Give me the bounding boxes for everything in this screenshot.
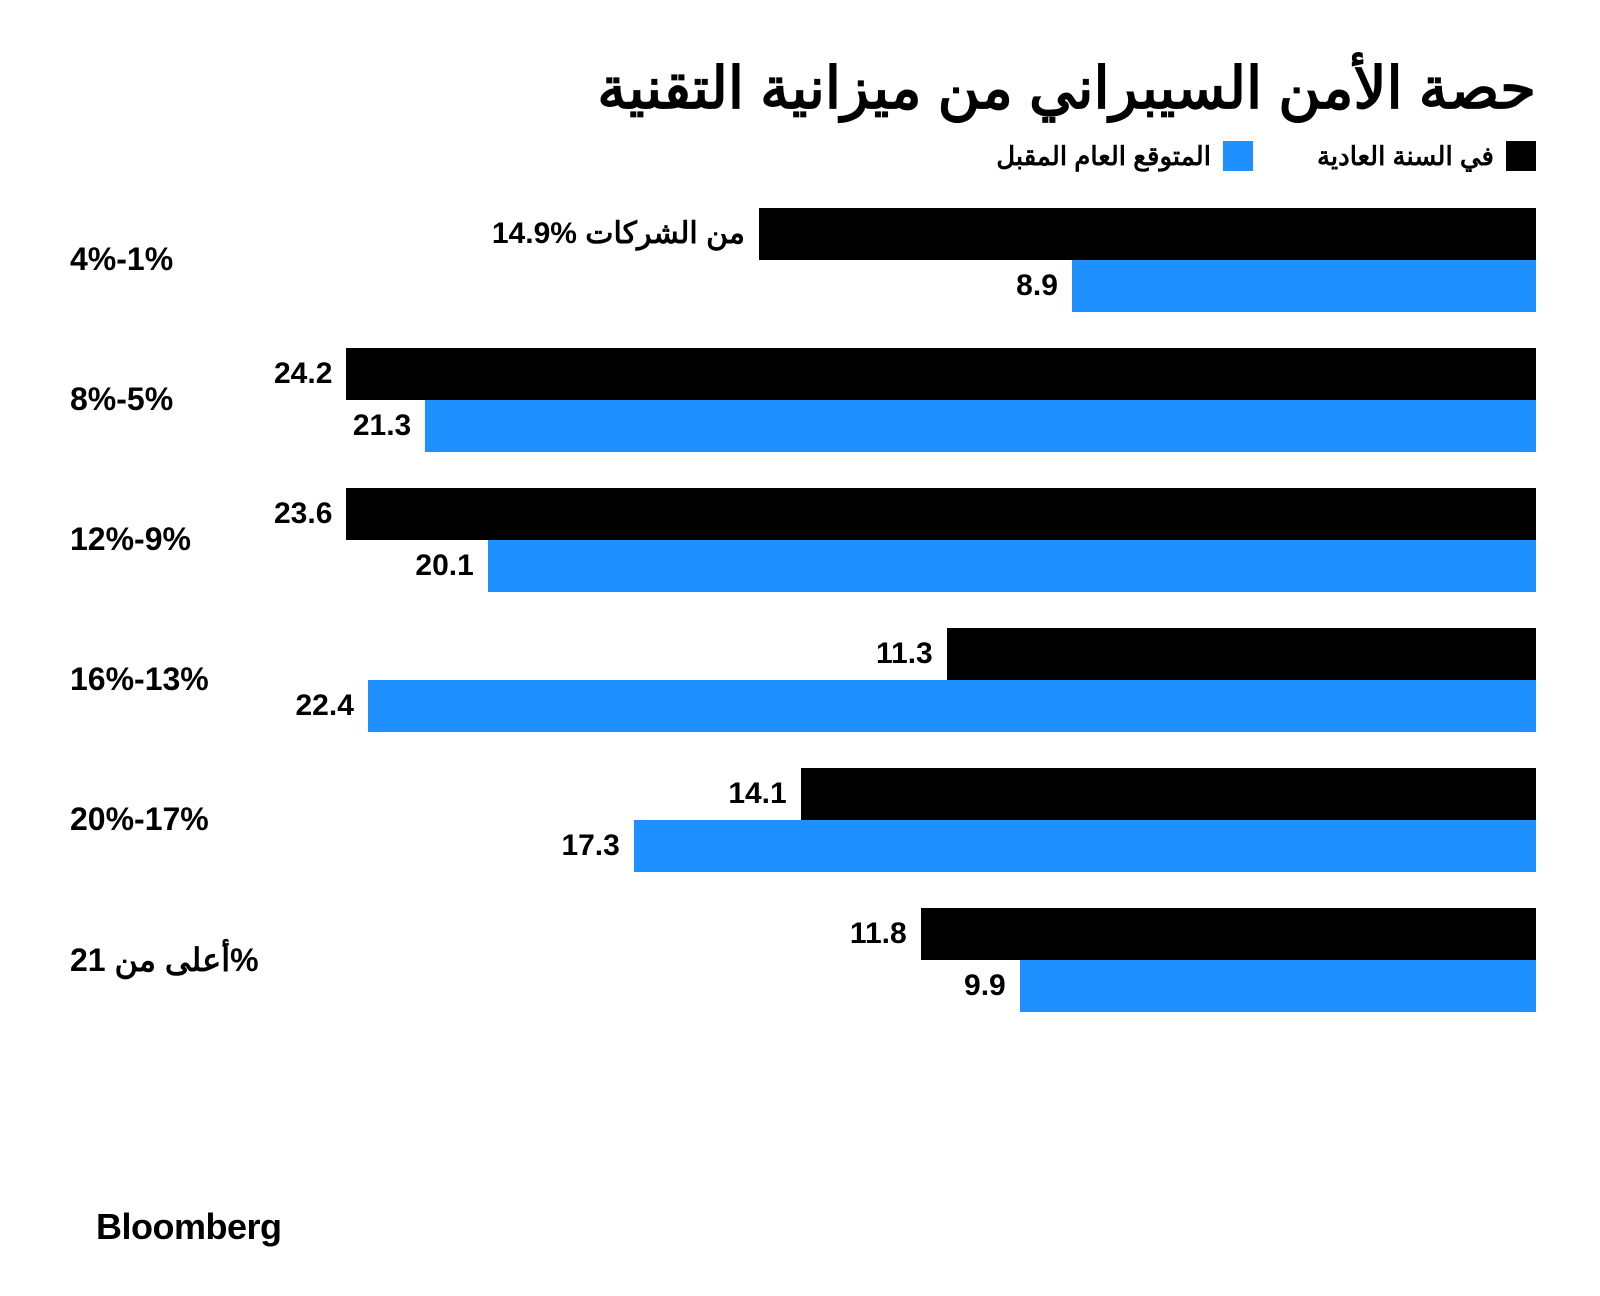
bar-value-black: 11.8 — [850, 917, 921, 951]
bar-group: 11.3 22.4 16%-13% — [64, 628, 1536, 732]
bar-value-blue: 9.9 — [964, 969, 1020, 1003]
category-label: أعلى من 21% — [64, 941, 274, 979]
bar-black — [921, 908, 1536, 960]
bar-value-black: 14.1 — [728, 777, 800, 811]
bar-group: 14.9% من الشركات 8.9 4%-1% — [64, 208, 1536, 312]
bar-pair: 11.8 9.9 — [274, 908, 1536, 1012]
bar-group: 11.8 9.9 أعلى من 21% — [64, 908, 1536, 1012]
bar-blue — [425, 400, 1536, 452]
chart-container: حصة الأمن السيبراني من ميزانية التقنية ف… — [0, 0, 1600, 1296]
bar-black — [947, 628, 1536, 680]
bar-value-blue: 21.3 — [353, 409, 425, 443]
category-label: 16%-13% — [64, 661, 274, 698]
category-label: 4%-1% — [64, 241, 274, 278]
bar-pair: 23.6 20.1 — [274, 488, 1536, 592]
source-label: Bloomberg — [96, 1206, 282, 1248]
chart-title: حصة الأمن السيبراني من ميزانية التقنية — [64, 56, 1536, 123]
legend-label-black: في السنة العادية — [1317, 141, 1494, 172]
bar-value-black: 24.2 — [274, 357, 346, 391]
legend-swatch-blue — [1223, 141, 1253, 171]
category-label: 12%-9% — [64, 521, 274, 558]
bar-group: 14.1 17.3 20%-17% — [64, 768, 1536, 872]
bar-black — [759, 208, 1536, 260]
legend-item-blue: المتوقع العام المقبل — [996, 141, 1253, 172]
bar-value-blue: 22.4 — [295, 689, 367, 723]
bar-value-blue: 20.1 — [415, 549, 487, 583]
legend-label-blue: المتوقع العام المقبل — [996, 141, 1211, 172]
legend-item-black: في السنة العادية — [1317, 141, 1536, 172]
bar-blue — [1020, 960, 1536, 1012]
bar-pair: 24.221.3 — [274, 348, 1536, 452]
bar-group: 23.6 20.1 12%-9% — [64, 488, 1536, 592]
bar-pair: 14.1 17.3 — [274, 768, 1536, 872]
bar-value-black: 23.6 — [274, 497, 346, 531]
bar-value-blue: 8.9 — [1016, 269, 1072, 303]
bar-black — [346, 348, 1536, 400]
bar-blue — [368, 680, 1536, 732]
legend: في السنة العادية المتوقع العام المقبل — [64, 141, 1536, 172]
bar-value-blue: 17.3 — [561, 829, 633, 863]
bar-value-black: 11.3 — [876, 637, 947, 671]
bar-blue — [1072, 260, 1536, 312]
bar-black — [801, 768, 1536, 820]
bar-pair: 11.3 22.4 — [274, 628, 1536, 732]
plot-area: 14.9% من الشركات8.94%-1%24.221.38%-5%23.… — [64, 208, 1536, 1012]
category-label: 8%-5% — [64, 381, 274, 418]
bar-black — [346, 488, 1536, 540]
bar-value-black: 14.9% من الشركات — [492, 216, 759, 251]
bar-pair: 14.9% من الشركات 8.9 — [274, 208, 1536, 312]
bar-blue — [634, 820, 1536, 872]
legend-swatch-black — [1506, 141, 1536, 171]
bar-blue — [488, 540, 1536, 592]
category-label: 20%-17% — [64, 801, 274, 838]
bar-group: 24.221.38%-5% — [64, 348, 1536, 452]
